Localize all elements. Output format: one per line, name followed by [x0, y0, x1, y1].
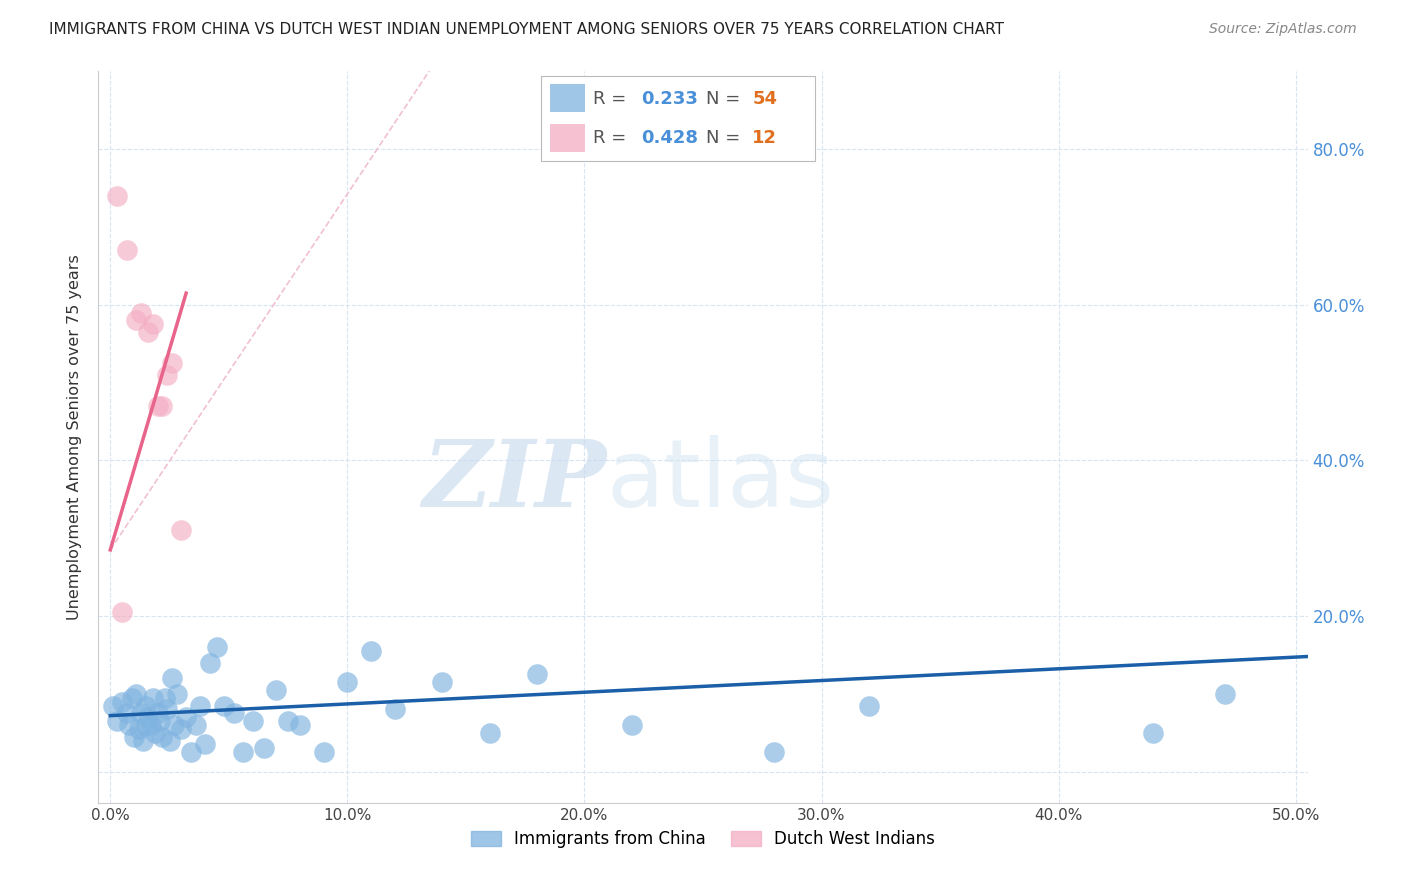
Point: [136, 710, 159, 724]
FancyBboxPatch shape: [541, 76, 815, 161]
Point: [264, 683, 287, 698]
Point: [526, 667, 548, 681]
Point: [432, 675, 454, 690]
Text: R =: R =: [593, 128, 633, 146]
Point: [135, 718, 157, 732]
FancyBboxPatch shape: [550, 85, 585, 112]
Point: [139, 718, 162, 732]
Point: [101, 698, 124, 713]
Point: [212, 698, 235, 713]
Point: [222, 706, 245, 721]
Point: [160, 671, 183, 685]
Text: R =: R =: [593, 90, 633, 108]
Point: [858, 698, 880, 713]
Point: [277, 714, 299, 728]
Point: [312, 745, 335, 759]
Point: [159, 733, 181, 747]
Point: [174, 710, 197, 724]
Point: [184, 718, 207, 732]
Point: [115, 244, 138, 258]
Point: [170, 524, 193, 538]
Point: [153, 690, 176, 705]
Text: Source: ZipAtlas.com: Source: ZipAtlas.com: [1209, 22, 1357, 37]
Text: N =: N =: [706, 90, 745, 108]
Point: [115, 706, 138, 721]
Point: [111, 605, 134, 619]
Text: 0.428: 0.428: [641, 128, 699, 146]
Point: [1213, 687, 1236, 701]
Text: atlas: atlas: [606, 435, 835, 527]
Text: 0.233: 0.233: [641, 90, 699, 108]
Point: [118, 718, 141, 732]
Point: [160, 356, 183, 370]
Point: [198, 656, 221, 670]
Point: [242, 714, 264, 728]
Point: [620, 718, 643, 732]
Text: 54: 54: [752, 90, 778, 108]
Point: [360, 644, 382, 658]
Point: [129, 706, 152, 721]
Point: [105, 189, 128, 203]
Point: [132, 733, 155, 747]
Point: [205, 640, 228, 655]
Text: IMMIGRANTS FROM CHINA VS DUTCH WEST INDIAN UNEMPLOYMENT AMONG SENIORS OVER 75 YE: IMMIGRANTS FROM CHINA VS DUTCH WEST INDI…: [49, 22, 1004, 37]
Point: [1142, 725, 1164, 739]
FancyBboxPatch shape: [550, 124, 585, 152]
Point: [336, 675, 359, 690]
Point: [156, 702, 179, 716]
Point: [194, 738, 217, 752]
Point: [170, 722, 193, 736]
Point: [136, 325, 159, 339]
Point: [142, 318, 165, 332]
Point: [125, 313, 148, 327]
Point: [288, 718, 311, 732]
Point: [180, 745, 202, 759]
Point: [253, 741, 276, 756]
Legend: Immigrants from China, Dutch West Indians: Immigrants from China, Dutch West Indian…: [464, 823, 942, 855]
Point: [135, 698, 157, 713]
Point: [143, 725, 166, 739]
Point: [232, 745, 254, 759]
Point: [111, 695, 134, 709]
Text: ZIP: ZIP: [422, 436, 606, 526]
Point: [163, 718, 186, 732]
Point: [146, 399, 169, 413]
Point: [125, 687, 148, 701]
Point: [190, 698, 212, 713]
Point: [122, 730, 145, 744]
Point: [121, 690, 143, 705]
Point: [129, 305, 152, 319]
Text: N =: N =: [706, 128, 745, 146]
Point: [478, 725, 501, 739]
Point: [128, 722, 150, 736]
Point: [166, 687, 188, 701]
Point: [105, 714, 128, 728]
Point: [156, 368, 179, 382]
Point: [146, 706, 169, 721]
Text: 12: 12: [752, 128, 778, 146]
Point: [142, 690, 165, 705]
Point: [149, 714, 172, 728]
Point: [384, 702, 406, 716]
Point: [152, 399, 174, 413]
Point: [152, 730, 174, 744]
Y-axis label: Unemployment Among Seniors over 75 years: Unemployment Among Seniors over 75 years: [67, 254, 83, 620]
Point: [763, 745, 786, 759]
